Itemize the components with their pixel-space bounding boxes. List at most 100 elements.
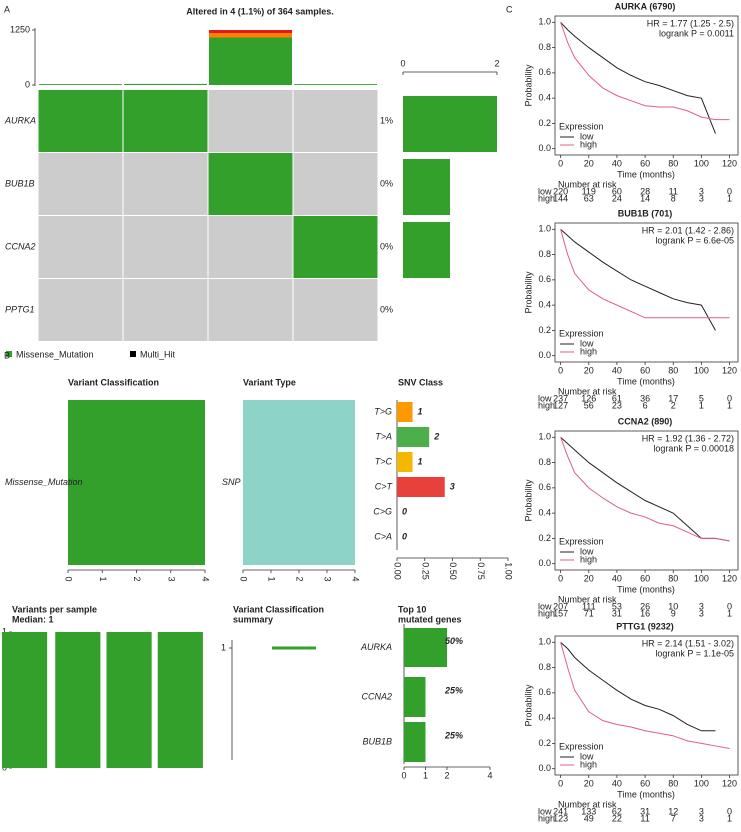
risk-number: 127 (553, 400, 568, 410)
gene-count-bar (403, 96, 497, 152)
risk-title: Number at risk (558, 179, 617, 189)
risk-number: 71 (584, 608, 594, 618)
risk-number: 207 (553, 601, 568, 611)
risk-number: 26 (640, 601, 650, 611)
km-title: PTTG1 (9232) (616, 621, 674, 631)
bar (2, 632, 48, 768)
x-tick-label: 2 (444, 770, 449, 780)
risk-number: 1 (727, 813, 732, 823)
oncoplot-cell (38, 216, 123, 278)
km-curve (560, 228, 716, 331)
risk-number: 28 (640, 186, 650, 196)
gene-label: BUB1B (5, 178, 35, 188)
x-tick-label: 0 (558, 158, 563, 168)
tmb-bar (39, 84, 122, 85)
risk-number: 11 (640, 813, 649, 823)
legend-title: Expression (559, 121, 604, 131)
risk-number: 3 (699, 806, 704, 816)
oncoplot-cell (208, 279, 293, 341)
y-tick-label: 0.8 (538, 42, 551, 52)
y-tick-label: 0.0 (538, 350, 551, 360)
x-tick-label: 120 (722, 158, 737, 168)
risk-group-label: high (538, 193, 555, 203)
category-label: AURKA (360, 642, 392, 652)
bar (55, 632, 101, 768)
risk-number: 237 (553, 393, 568, 403)
y-tick-label: 1 (221, 642, 226, 652)
panel-label: A (4, 4, 10, 14)
percent-label: 25% (444, 685, 463, 695)
x-tick-label: 40 (612, 778, 622, 788)
legend-title: Expression (559, 328, 604, 338)
x-tick-label: 60 (640, 573, 650, 583)
category-label: SNP (222, 477, 241, 487)
x-axis-label: Time (months) (617, 584, 675, 594)
x-tick-label: 100 (694, 573, 709, 583)
category-label: T>C (375, 456, 393, 466)
category-label: T>G (374, 406, 392, 416)
risk-number: 6 (643, 400, 648, 410)
y-tick-label: 0.8 (538, 457, 551, 467)
x-tick-label: 2 (295, 576, 305, 581)
risk-number: 2 (671, 400, 676, 410)
plot-frame (554, 430, 739, 571)
logrank-text: logrank P = 0.0011 (659, 28, 734, 38)
subplot-title: Variants per sample (12, 604, 97, 614)
risk-group-label: low (538, 806, 552, 816)
oncoplot-cell (123, 279, 208, 341)
legend-label: low (580, 338, 594, 348)
risk-group-label: high (538, 813, 555, 823)
gene-label: PPTG1 (5, 304, 35, 314)
subtitle: Median: 1 (12, 614, 54, 624)
x-tick-label: 120 (722, 573, 737, 583)
risk-number: 9 (671, 608, 676, 618)
x-tick-label: 100 (694, 365, 709, 375)
oncoplot-cell (208, 216, 293, 278)
x-tick-label: 20 (584, 573, 594, 583)
risk-number: 16 (640, 608, 650, 618)
y-tick-label: 0.4 (538, 713, 551, 723)
panel-label: C (506, 4, 513, 14)
risk-number: 133 (581, 806, 596, 816)
risk-number: 56 (584, 400, 594, 410)
oncoplot-cell (123, 90, 208, 152)
x-tick-label: 20 (584, 778, 594, 788)
x-tick-label: 0.75 (476, 562, 486, 580)
x-tick-label: 0 (401, 770, 406, 780)
x-tick-label: 80 (668, 365, 678, 375)
tmb-bar (209, 30, 292, 34)
risk-number: 1 (727, 400, 732, 410)
x-tick-label: 40 (612, 158, 622, 168)
risk-number: 144 (553, 193, 568, 203)
x-tick-label: 120 (722, 365, 737, 375)
x-tick-label: 1.00 (504, 562, 514, 580)
category-label: C>G (373, 506, 392, 516)
x-axis-label: Time (months) (617, 169, 675, 179)
hr-text: HR = 2.14 (1.51 - 3.02) (642, 638, 734, 648)
risk-group-label: low (538, 186, 552, 196)
y-tick-label: 0.2 (538, 533, 551, 543)
y-tick-label: 0.2 (538, 738, 551, 748)
y-tick-label: 1 (2, 626, 7, 636)
risk-number: 24 (612, 193, 622, 203)
x-tick-label: 1 (267, 576, 277, 581)
x-tick-label: 20 (584, 158, 594, 168)
x-axis-label: Time (months) (617, 376, 675, 386)
risk-number: 3 (699, 813, 704, 823)
plot-frame (554, 222, 739, 363)
gene-count-bar (403, 222, 450, 278)
percent-label: 1% (380, 115, 393, 125)
logrank-text: logrank P = 1.1e-05 (655, 648, 734, 658)
subplot-title: Variant Classification (233, 604, 324, 614)
x-tick-label: 100 (694, 158, 709, 168)
legend-label: high (580, 554, 597, 564)
risk-number: 1 (699, 400, 704, 410)
oncoplot-cell (293, 90, 378, 152)
risk-number: 126 (581, 393, 596, 403)
risk-number: 3 (699, 601, 704, 611)
panel-label: B (4, 350, 10, 360)
risk-number: 23 (612, 400, 622, 410)
percent-label: 0% (380, 304, 393, 314)
risk-title: Number at risk (558, 386, 617, 396)
